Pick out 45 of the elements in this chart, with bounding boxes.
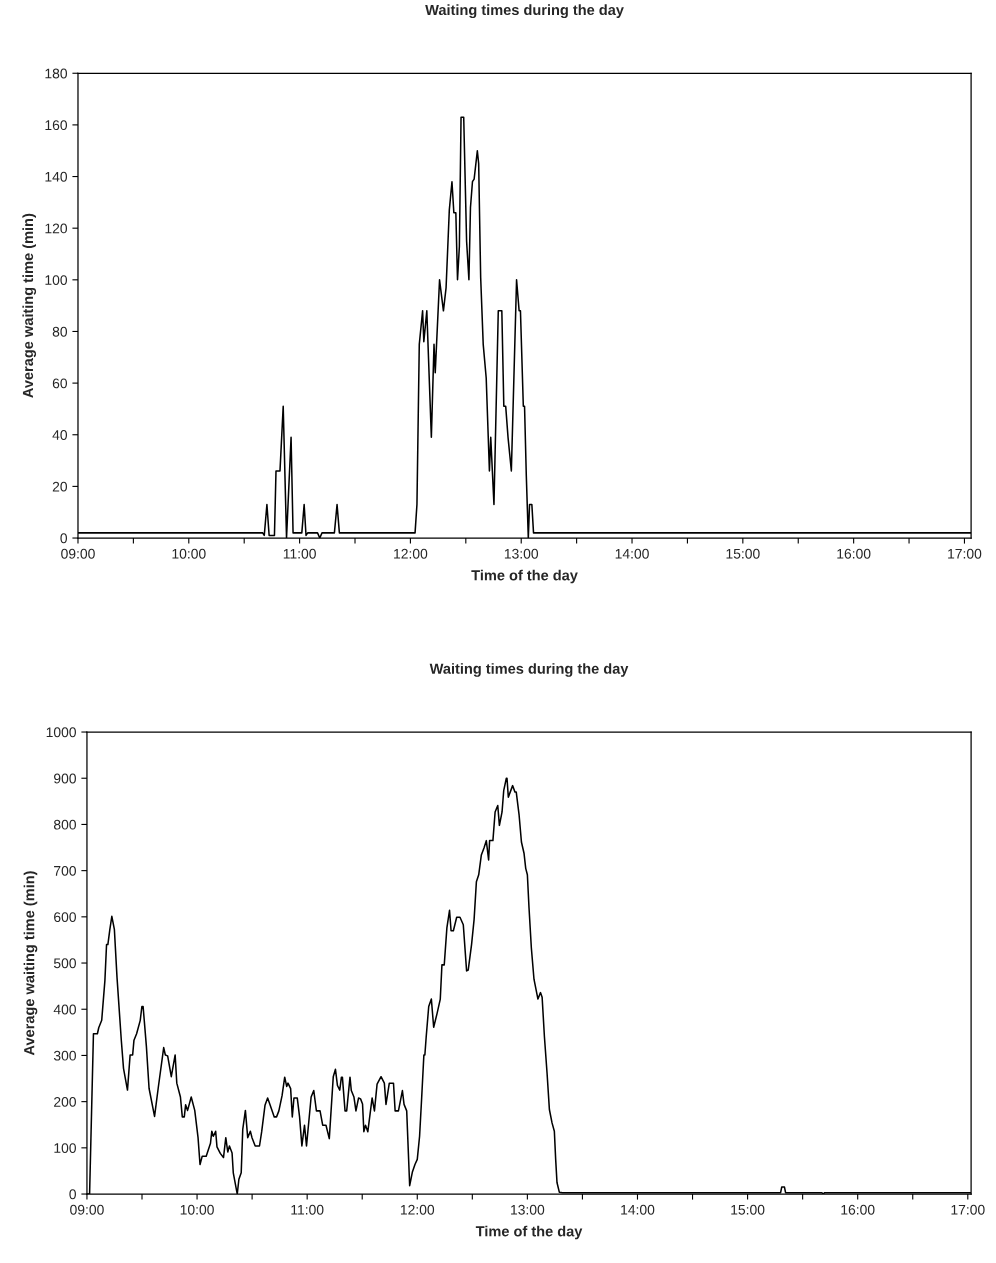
y-tick-label: 400 [53,1004,76,1015]
x-tick-label: 16:00 [841,1204,875,1215]
x-tick-label: 09:00 [61,548,95,559]
x-tick-label: 17:00 [951,1204,985,1215]
y-tick-label: 800 [53,819,76,830]
x-tick-label: 10:00 [180,1204,214,1215]
x-tick-label: 10:00 [172,548,206,559]
y-tick-label: 120 [45,223,68,234]
chart-title: Waiting times during the day [429,663,629,677]
y-tick-label: 160 [45,120,68,131]
y-tick-label: 600 [54,912,76,923]
y-tick-label: 40 [52,430,68,440]
x-tick-label: 15:00 [731,1204,765,1215]
x-tick-label: 17:00 [948,548,982,559]
y-tick-label: 700 [54,865,76,876]
x-tick-label: 11:00 [283,548,316,559]
x-tick-label: 13:00 [511,1204,545,1215]
x-tick-label: 15:00 [726,548,760,559]
y-axis-title: Average waiting time (min) [22,213,37,398]
x-axis-title: Time of the day [475,1225,583,1240]
y-tick-label: 80 [52,326,68,337]
x-tick-label: 14:00 [621,1204,655,1215]
x-tick-label: 16:00 [837,548,871,559]
y-tick-label: 180 [45,68,68,79]
y-tick-label: 20 [52,481,68,492]
y-tick-label: 140 [45,171,68,182]
chart-title: Waiting times during the day [425,4,624,19]
y-tick-label: 100 [54,1143,76,1154]
y-tick-label: 0 [60,533,68,544]
y-tick-label: 900 [54,773,76,784]
y-tick-label: 200 [54,1096,76,1107]
y-tick-label: 100 [45,275,68,285]
y-tick-label: 0 [69,1189,76,1200]
x-axis-title: Time of the day [471,569,578,584]
x-tick-label: 11:00 [291,1204,324,1215]
y-tick-label: 60 [52,378,68,389]
y-axis-title: Average waiting time (min) [23,871,38,1056]
y-tick-label: 500 [53,958,76,969]
x-tick-label: 09:00 [70,1204,104,1215]
x-tick-label: 14:00 [615,548,649,559]
y-tick-label: 300 [53,1050,76,1061]
x-tick-label: 12:00 [394,548,428,559]
y-tick-label: 1000 [46,727,76,738]
x-tick-label: 13:00 [504,548,539,559]
x-tick-label: 12:00 [400,1204,435,1215]
